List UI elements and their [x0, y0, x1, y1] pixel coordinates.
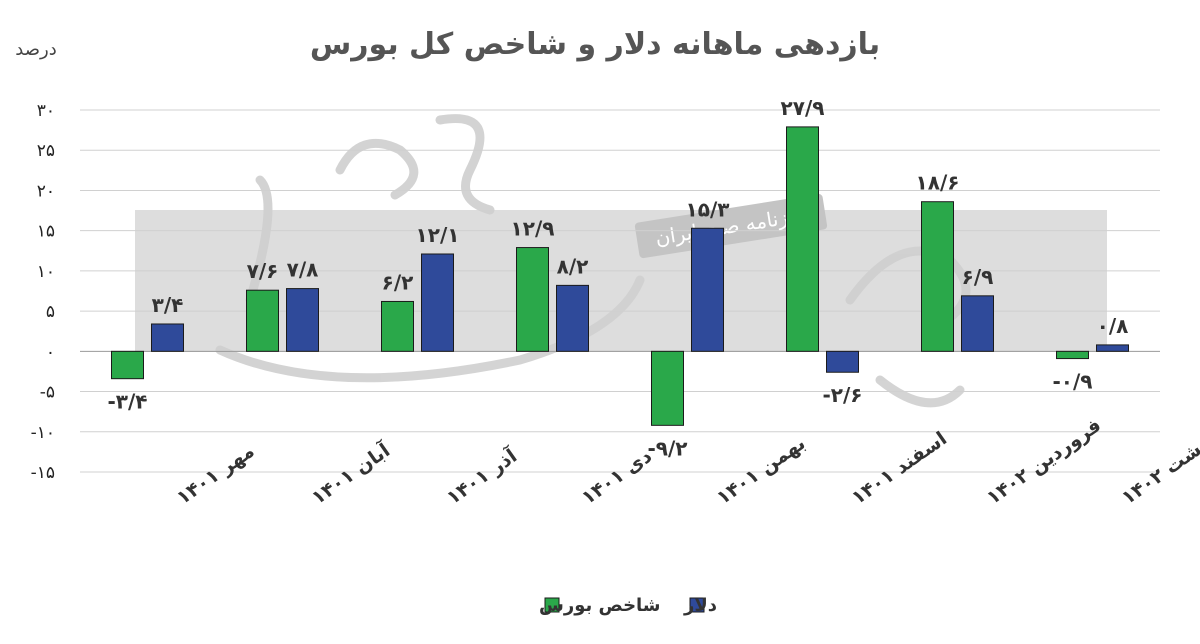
- legend-label-bourse: شاخص بورس: [539, 595, 661, 616]
- bar-dollar: [556, 284, 589, 352]
- y-tick-label: ۵: [46, 302, 55, 322]
- y-tick-label: ۰: [46, 342, 55, 362]
- x-tick-label: مهر ۱۴۰۱: [173, 440, 259, 509]
- bar-bourse: [381, 300, 414, 352]
- bar-bourse: [1056, 350, 1089, 360]
- y-tick-label: ۱۵: [37, 222, 55, 242]
- bar-dollar: [961, 295, 994, 352]
- x-tick-label: بهمن ۱۴۰۱: [713, 432, 810, 509]
- data-label: ۰/۸: [1097, 314, 1129, 338]
- bar-dollar: [691, 227, 724, 352]
- watermark-badge: [634, 193, 828, 259]
- y-tick-label: -۱۵: [31, 463, 55, 483]
- x-tick-label: دی ۱۴۰۱: [578, 445, 656, 509]
- y-tick-label: ۲۰: [37, 181, 55, 201]
- data-label: -۰/۹: [1052, 370, 1092, 394]
- legend: دلار شاخص بورس: [539, 595, 717, 616]
- y-axis-unit-label: درصد: [15, 39, 56, 60]
- data-label: ۷/۸: [287, 258, 319, 282]
- x-tick-label: فروردین ۱۴۰۲: [983, 414, 1105, 509]
- bar-dollar: [421, 253, 454, 352]
- x-tick-label: اردیبهشت ۱۴۰۲: [1118, 407, 1200, 509]
- y-axis-ticks: ۳۰ ۲۵ ۲۰ ۱۵ ۱۰ ۵ ۰ -۵ -۱۰ -۱۵: [31, 101, 55, 483]
- y-tick-label: ۱۰: [37, 262, 55, 282]
- bar-bourse: [516, 247, 549, 352]
- data-label: -۲/۶: [822, 383, 862, 407]
- bar-dollar: [151, 323, 184, 352]
- chart-title: بازدهی ماهانه دلار و شاخص کل بورس: [310, 27, 880, 62]
- data-label: ۱۵/۳: [686, 197, 730, 221]
- watermark: روزنامه صبح ایران: [135, 114, 1107, 408]
- data-label: ۱۸/۶: [916, 171, 960, 195]
- bar-bourse: [786, 126, 819, 352]
- x-tick-label: آذر ۱۴۰۱: [442, 443, 522, 509]
- watermark-logo: [215, 114, 971, 408]
- bars: [111, 126, 1129, 426]
- y-tick-label: -۱۰: [31, 423, 55, 443]
- x-tick-label: آبان ۱۴۰۱: [307, 438, 395, 510]
- legend-label-dollar: دلار: [683, 595, 717, 616]
- x-tick-label: اسفند ۱۴۰۱: [848, 428, 951, 509]
- data-label: ۱۲/۹: [511, 217, 555, 241]
- bar-dollar: [826, 350, 859, 373]
- bar-bourse: [651, 350, 684, 426]
- bar-bourse: [111, 350, 144, 380]
- legend-swatch-bourse: [544, 597, 560, 613]
- data-label: ۱۲/۱: [416, 223, 460, 247]
- data-label: ۶/۲: [382, 270, 414, 294]
- data-labels: -۳/۴ ۳/۴ ۷/۶ ۷/۸ ۶/۲۱۲/۱ ۱۲/۹۸/۲ -۹/۲ ۱۵/۳ ۲۷/۹ -…: [107, 96, 1128, 460]
- data-label: -۹/۲: [647, 436, 687, 460]
- data-label: -۳/۴: [107, 390, 147, 414]
- data-label: ۷/۶: [247, 259, 279, 283]
- data-label: ۶/۹: [962, 265, 994, 289]
- data-label: ۳/۴: [152, 293, 184, 317]
- data-label: ۲۷/۹: [781, 96, 825, 120]
- y-tick-label: ۳۰: [37, 101, 55, 121]
- bar-dollar: [286, 288, 319, 352]
- legend-swatch-dollar: [689, 597, 705, 613]
- bar-bourse: [246, 289, 279, 352]
- bar-bourse: [921, 201, 954, 352]
- data-label: ۸/۲: [557, 254, 589, 278]
- y-tick-label: -۵: [40, 383, 55, 403]
- bar-dollar: [1096, 344, 1129, 352]
- y-tick-label: ۲۵: [37, 141, 55, 161]
